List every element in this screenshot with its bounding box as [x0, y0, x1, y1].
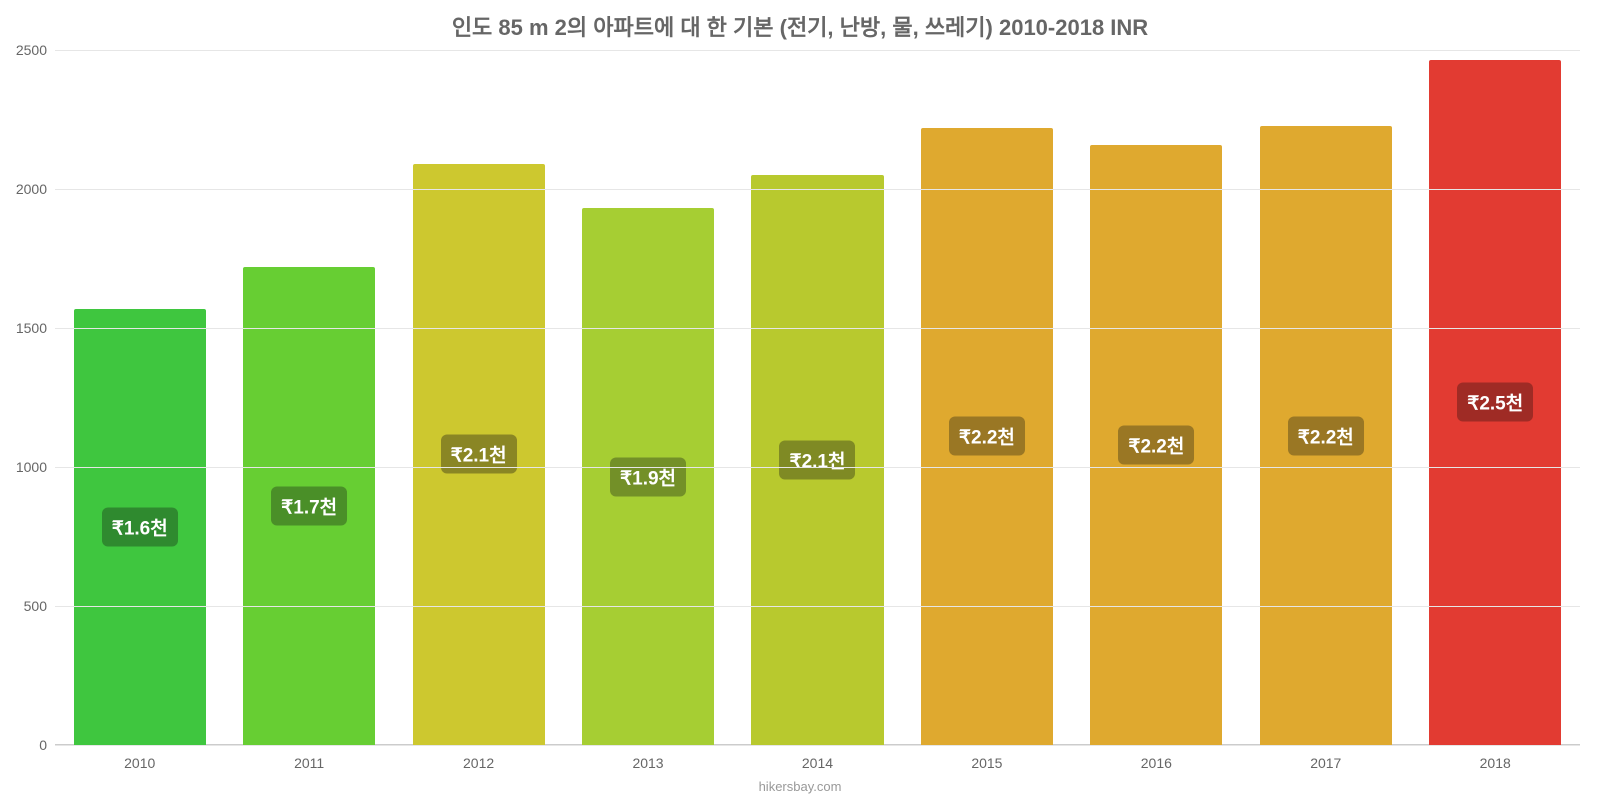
bar-slot: ₹2.1천2014: [733, 50, 902, 745]
bar-slot: ₹2.2천2016: [1072, 50, 1241, 745]
bar-value-label: ₹2.2천: [1288, 416, 1364, 455]
chart-container: 인도 85 m 2의 아파트에 대 한 기본 (전기, 난방, 물, 쓰레기) …: [0, 0, 1600, 800]
bar-value-label: ₹1.9천: [610, 457, 686, 496]
x-tick-label: 2017: [1310, 745, 1341, 771]
gridline: [55, 606, 1580, 607]
bar: ₹2.2천: [921, 128, 1053, 745]
gridline: [55, 467, 1580, 468]
gridline: [55, 745, 1580, 746]
y-tick-label: 2500: [16, 42, 55, 58]
bar-slot: ₹1.6천2010: [55, 50, 224, 745]
source-label: hikersbay.com: [0, 779, 1600, 794]
x-tick-label: 2012: [463, 745, 494, 771]
x-tick-label: 2016: [1141, 745, 1172, 771]
bar-value-label: ₹1.6천: [102, 507, 178, 546]
y-tick-label: 1500: [16, 320, 55, 336]
bar-value-label: ₹2.2천: [1118, 425, 1194, 464]
bar: ₹1.6천: [74, 309, 206, 745]
bar: ₹2.2천: [1090, 145, 1222, 745]
bar-slot: ₹1.9천2013: [563, 50, 732, 745]
y-tick-label: 1000: [16, 459, 55, 475]
plot-area: ₹1.6천2010₹1.7천2011₹2.1천2012₹1.9천2013₹2.1…: [55, 50, 1580, 745]
x-tick-label: 2018: [1480, 745, 1511, 771]
bar-slot: ₹2.2천2017: [1241, 50, 1410, 745]
bar: ₹2.5천: [1429, 60, 1561, 745]
bar: ₹2.1천: [751, 175, 883, 745]
bar-value-label: ₹2.5천: [1457, 383, 1533, 422]
bar: ₹1.7천: [243, 267, 375, 745]
x-tick-label: 2013: [632, 745, 663, 771]
bar: ₹2.1천: [413, 164, 545, 745]
y-tick-label: 2000: [16, 181, 55, 197]
y-tick-label: 500: [24, 598, 55, 614]
x-tick-label: 2010: [124, 745, 155, 771]
bar-slot: ₹1.7천2011: [224, 50, 393, 745]
bar-slot: ₹2.1천2012: [394, 50, 563, 745]
bar-value-label: ₹1.7천: [271, 486, 347, 525]
bar-slot: ₹2.5천2018: [1411, 50, 1580, 745]
bar-slot: ₹2.2천2015: [902, 50, 1071, 745]
y-tick-label: 0: [39, 737, 55, 753]
x-tick-label: 2011: [294, 745, 324, 771]
bars-group: ₹1.6천2010₹1.7천2011₹2.1천2012₹1.9천2013₹2.1…: [55, 50, 1580, 745]
x-tick-label: 2014: [802, 745, 833, 771]
bar: ₹1.9천: [582, 208, 714, 745]
bar-value-label: ₹2.1천: [779, 441, 855, 480]
bar: ₹2.2천: [1260, 126, 1392, 745]
gridline: [55, 189, 1580, 190]
gridline: [55, 328, 1580, 329]
chart-title: 인도 85 m 2의 아파트에 대 한 기본 (전기, 난방, 물, 쓰레기) …: [0, 0, 1600, 42]
x-tick-label: 2015: [971, 745, 1002, 771]
gridline: [55, 50, 1580, 51]
bar-value-label: ₹2.1천: [441, 435, 517, 474]
bar-value-label: ₹2.2천: [949, 417, 1025, 456]
